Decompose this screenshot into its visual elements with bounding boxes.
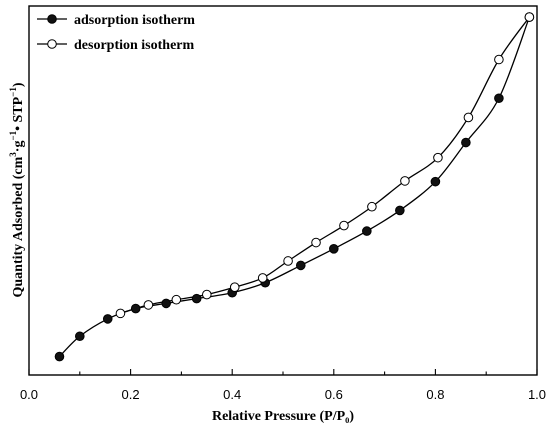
y-axis-title-prefix: Quantity Adsorbed (cm: [11, 156, 26, 297]
y-axis-title: Quantity Adsorbed (cm3·g−1• STP−1): [8, 82, 26, 297]
desorption-curve: [120, 16, 530, 314]
adsorption-point: [102, 314, 113, 324]
desorption-point: [524, 12, 535, 22]
x-axis-title: Relative Pressure (P/P₀): [212, 409, 354, 424]
desorption-point: [367, 201, 377, 212]
desorption-point: [171, 294, 182, 305]
x-tick-label: 0.4: [223, 387, 241, 402]
adsorption-point: [54, 351, 65, 362]
desorption-point: [311, 237, 321, 248]
desorption-point: [229, 282, 240, 292]
legend-adsorption-marker: [47, 14, 57, 24]
desorption-point: [257, 273, 268, 283]
x-tick-label: 0.0: [20, 387, 38, 402]
x-tick-label: 0.2: [122, 387, 140, 402]
y-axis-title-sup-stp: −1: [8, 87, 18, 97]
desorption-point: [143, 300, 154, 310]
desorption-point: [339, 220, 349, 231]
adsorption-point: [295, 260, 306, 271]
desorption-point: [115, 308, 126, 319]
adsorption-curve: [59, 16, 530, 358]
series-curves: [59, 16, 530, 358]
adsorption-point: [75, 331, 85, 342]
x-tick-label: 0.6: [325, 387, 343, 402]
x-tick-label: 0.8: [426, 387, 444, 402]
adsorption-point: [395, 205, 405, 216]
adsorption-point: [461, 137, 471, 148]
desorption-point: [433, 152, 443, 163]
y-axis-title-g: ·g: [11, 141, 26, 153]
y-axis-title-sup-cm: 3: [8, 152, 18, 157]
desorption-point: [283, 256, 293, 266]
legend-desorption-label: desorption isotherm: [74, 38, 195, 53]
desorption-point: [400, 176, 410, 186]
adsorption-point: [362, 226, 372, 236]
legend-adsorption-label: adsorption isotherm: [74, 13, 195, 28]
adsorption-point: [494, 93, 504, 104]
x-axis-tick-labels: 0.0 0.2 0.4 0.6 0.8 1.0: [20, 387, 546, 402]
x-tick-label: 1.0: [528, 387, 546, 402]
legend-desorption-marker: [47, 39, 57, 49]
adsorption-point: [329, 244, 339, 254]
desorption-point: [494, 54, 504, 65]
adsorption-point: [430, 176, 441, 187]
series-markers: [54, 12, 535, 362]
adsorption-point: [191, 293, 202, 304]
y-axis-title-suffix: ): [11, 82, 26, 87]
y-axis-title-stp: • STP: [11, 96, 26, 131]
adsorption-point: [130, 303, 141, 314]
desorption-point: [202, 289, 212, 300]
x-axis-ticks: [28, 369, 538, 375]
legend: adsorption isotherm desorption isotherm: [37, 13, 195, 53]
adsorption-point: [161, 298, 171, 309]
desorption-point: [463, 112, 474, 123]
y-axis-title-sup-g: −1: [8, 130, 18, 140]
